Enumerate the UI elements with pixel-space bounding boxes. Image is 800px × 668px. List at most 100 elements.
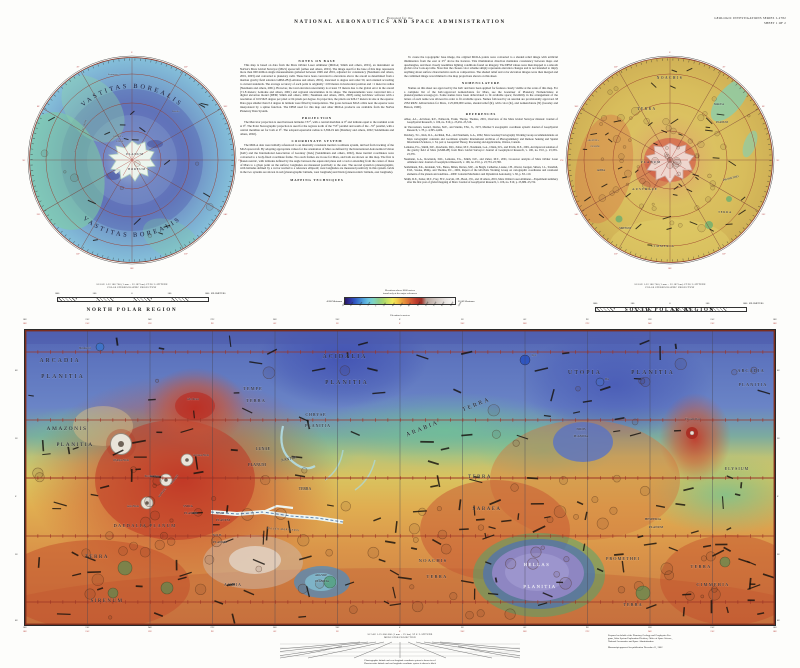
map-label: PLANITIA: [739, 382, 768, 387]
lon-label-black: 240°: [147, 318, 153, 321]
map-label: TERRA: [246, 398, 266, 403]
map-label: SYRIA: [183, 504, 193, 508]
south-region-caption: SOUTH POLAR REGION: [624, 308, 716, 313]
scale-tick-label: 0: [669, 303, 671, 305]
map-label: SCANDIA: [81, 119, 87, 130]
section-paragraph: The Mercator projection is used between …: [240, 120, 394, 136]
lon-label-red: 180°: [22, 323, 28, 325]
map-label: Lyot: [532, 354, 537, 357]
map-label: LUNAE: [256, 446, 271, 451]
rim: [29, 57, 235, 263]
graticule: [25, 330, 775, 625]
rim-lon-label: 0°: [131, 51, 133, 54]
series-line1: GEOLOGIC INVESTIGATIONS SERIES I–2782: [714, 16, 786, 20]
south-scale-line2: POLAR STEREOGRAPHIC PROJECTION: [645, 286, 695, 290]
map-label: TERRA: [637, 107, 656, 111]
rim-lon-label: 60°: [37, 105, 40, 108]
lat-label: 0°: [15, 496, 17, 498]
lon-label-red: 180°: [22, 630, 28, 633]
lon-label-black: 270°: [210, 318, 215, 321]
lon-label-black: 300°: [272, 318, 278, 321]
rim: [567, 57, 773, 263]
lon-label-black: 90°: [585, 318, 590, 321]
map-label: PLANUM: [641, 160, 661, 164]
lon-label-red: 210°: [710, 630, 715, 633]
map-label: HELLAS: [524, 562, 551, 567]
rim-lon-label: 60°: [762, 105, 765, 108]
map-label: Olympus Mons: [113, 459, 129, 462]
approval-line: Manuscript approved for publication Dece…: [608, 645, 663, 649]
channels: [210, 425, 376, 524]
map-label: PLANUM: [184, 511, 198, 515]
cap-graticule: [114, 142, 150, 178]
map-label: SIRENUM: [90, 599, 123, 604]
lon-label-red: 30°: [335, 323, 340, 325]
map-label: Elysium Mons: [685, 418, 700, 421]
lat-label: 30°: [777, 438, 781, 440]
lon-label-black: 180°: [772, 318, 778, 321]
legend-tick-label: 16000: [441, 301, 446, 308]
map-label: PLANITIA: [305, 423, 331, 428]
rim-lon-label: 180°: [130, 267, 134, 270]
map-label: ARGENTEA: [587, 139, 599, 142]
map-label: Pavonis Mons: [145, 475, 160, 478]
map-label: CIMMERIA: [651, 244, 674, 248]
legend-tick-label: -8000: [342, 301, 347, 308]
rim-ticks: [568, 58, 772, 262]
lat-label: 30°: [15, 554, 19, 556]
lon-label-red: 150°: [85, 630, 90, 633]
feature-marks: [28, 335, 775, 624]
map-label: ARGYRE: [315, 573, 328, 577]
map-label: TERRA: [623, 602, 642, 607]
section-heading: REFERENCES: [465, 112, 497, 117]
map-label: ISIDIS: [576, 427, 585, 431]
map-label: SIRENUM: [619, 227, 631, 230]
map-label: ELYSIUM: [725, 466, 749, 471]
scale-tick-label: 1000: [592, 303, 598, 305]
lon-label-black: 150°: [710, 318, 715, 321]
credits: Prepared on behalf of the Planetary Geol…: [608, 634, 783, 649]
map-label: TERRA: [718, 210, 732, 214]
lon-label-black: 210°: [85, 318, 90, 321]
scale-tick-label: 500: [705, 303, 710, 305]
lat-label: 30°: [15, 438, 19, 440]
map-label: Ascraeus Mons: [193, 454, 209, 457]
note-black: Planetocentric latitude and east longitu…: [364, 663, 436, 666]
lon-label-red: 120°: [147, 630, 153, 633]
lon-label-red: 0°: [399, 323, 401, 325]
map-label: UNDAE: [116, 140, 124, 143]
prepared-for: Prepared for the: [387, 16, 413, 20]
scale-bar: [595, 306, 747, 312]
rim-lon-label: 30°: [77, 65, 80, 68]
lon-label-black: 120°: [647, 626, 653, 629]
map-label: NOACHIS: [657, 76, 683, 80]
reference-entry: Seidelmann, P.K., Abalakin, V.K., Bursa,…: [404, 165, 558, 177]
map-label: Milankovič: [79, 347, 92, 350]
lon-label-red: 30°: [335, 630, 340, 633]
lon-label-black: 330°: [335, 626, 340, 629]
legend-max: 21249 Maximum: [458, 299, 475, 303]
map-label: DAEDALIA PLANUM: [113, 523, 176, 528]
volcanoes: [106, 427, 698, 510]
lon-label-red: 300°: [522, 630, 528, 633]
lat-label: 0°: [777, 496, 779, 498]
rim-lon-label: 240°: [574, 213, 578, 216]
map-label: PLANUM: [649, 525, 663, 529]
legend-tick-label: 14000: [433, 301, 438, 308]
map-label: COLLES: [74, 142, 80, 152]
rim-lon-label: 90°: [23, 159, 26, 162]
map-label: CHRYSE: [305, 412, 326, 417]
rim-lon-label: 210°: [184, 252, 188, 255]
credit-line2: gram, Solar System Exploration Division,…: [608, 637, 673, 641]
map-label: ACIDALIA: [323, 354, 368, 360]
reference-entry: Duxbury, T.C., Kirk, R.L., Archinal, B.A…: [404, 134, 558, 145]
legend-title1: Elevations above 8000 meters: [384, 289, 416, 292]
north-polar-map: VASTITAS BOREALIS VASTITAS BOREALIS PLAN…: [23, 51, 243, 270]
mercator-scale-line1: SCALE 1:25 000 000 (1 mm = 25 km) AT 0° …: [367, 633, 433, 636]
elevation-legend: Elevations above 8000 meters found only …: [315, 289, 485, 317]
scale-unit-label: KILOMETERS: [211, 293, 226, 295]
map-label: AONIA: [224, 582, 242, 587]
section-paragraph: Names on this sheet are approved by the …: [404, 85, 558, 109]
rim-outer: [27, 55, 237, 265]
